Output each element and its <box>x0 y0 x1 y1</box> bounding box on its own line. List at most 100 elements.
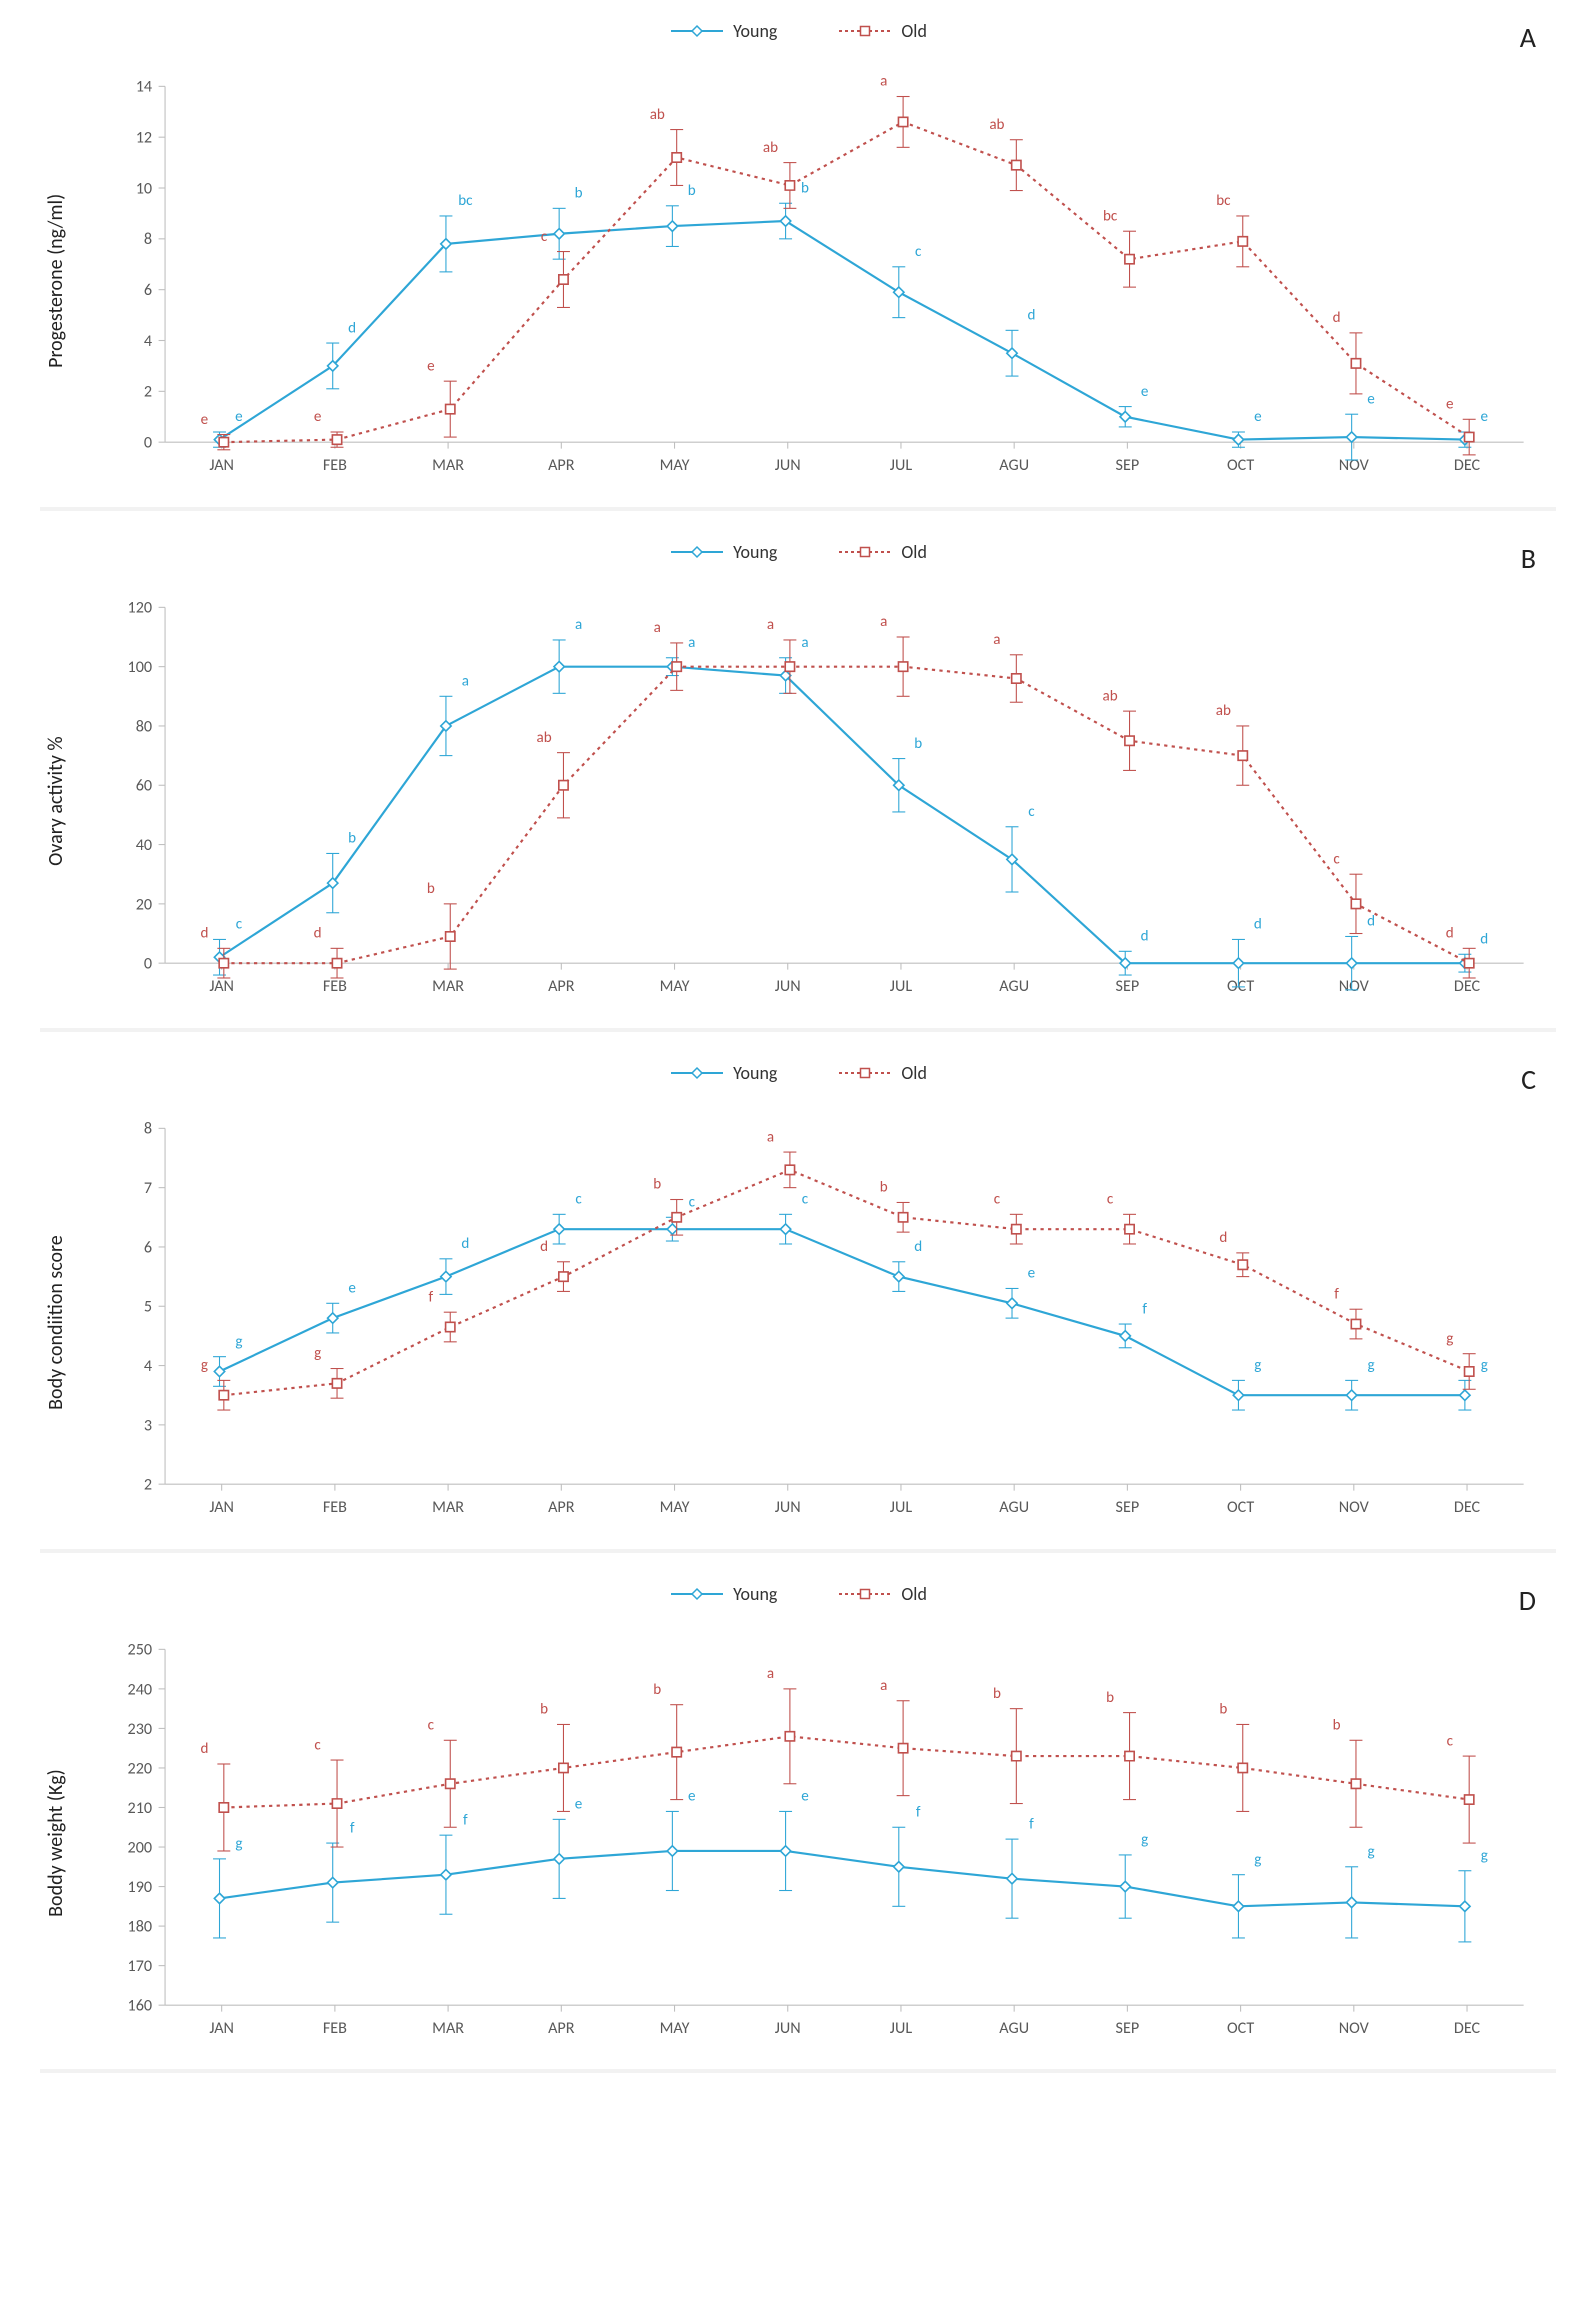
series-line <box>220 1851 1465 1906</box>
xtick-label: JUL <box>890 1498 913 1517</box>
data-marker <box>667 1845 677 1855</box>
data-marker <box>554 661 564 671</box>
sig-letter: d <box>1219 1229 1227 1247</box>
sig-letter: e <box>1481 408 1489 426</box>
ytick-label: 120 <box>128 599 153 618</box>
xtick-label: JAN <box>209 977 234 996</box>
sig-letter: g <box>1254 1850 1261 1868</box>
sig-letter: a <box>654 619 661 637</box>
sig-letter: f <box>350 1819 355 1837</box>
data-marker <box>1012 1224 1021 1233</box>
legend-label: Old <box>901 541 927 563</box>
sig-letter: ab <box>536 729 551 747</box>
data-marker <box>785 1731 794 1740</box>
data-marker <box>1125 1224 1134 1233</box>
data-marker <box>332 958 341 967</box>
data-marker <box>554 1853 564 1863</box>
xtick-label: NOV <box>1339 1498 1370 1517</box>
sig-letter: c <box>575 1190 582 1208</box>
sig-letter: c <box>802 1190 809 1208</box>
sig-letter: e <box>314 408 322 426</box>
sig-letter: f <box>1334 1285 1339 1303</box>
data-marker <box>780 216 790 226</box>
data-marker <box>1351 1779 1360 1788</box>
sig-letter: a <box>688 634 695 652</box>
data-marker <box>672 1747 681 1756</box>
data-marker <box>1238 1763 1247 1772</box>
ytick-label: 20 <box>136 895 152 914</box>
legend-label: Old <box>901 20 927 42</box>
legend: Young Old <box>40 20 1556 46</box>
data-marker <box>1465 958 1474 967</box>
xtick-label: APR <box>548 456 575 475</box>
y-axis-title: Ovary activity % <box>40 575 68 1028</box>
sig-letter: d <box>540 1238 548 1256</box>
sig-letter: g <box>1368 1356 1375 1374</box>
data-marker <box>219 1802 228 1811</box>
data-marker <box>898 1212 907 1221</box>
data-marker <box>1125 255 1134 264</box>
xtick-label: MAR <box>432 2019 464 2038</box>
sig-letter: e <box>1028 1264 1036 1282</box>
panel-letter: C <box>1521 1062 1536 1097</box>
sig-letter: d <box>200 1740 208 1758</box>
xtick-label: JAN <box>209 1498 234 1517</box>
legend-item: Old <box>837 1062 927 1084</box>
sig-letter: f <box>429 1288 434 1306</box>
data-marker <box>1351 1319 1360 1328</box>
ytick-label: 4 <box>144 332 152 351</box>
series-line <box>224 1736 1469 1807</box>
data-marker <box>1012 674 1021 683</box>
xtick-label: JAN <box>209 456 234 475</box>
ytick-label: 6 <box>144 1238 152 1257</box>
panel-letter: B <box>1521 541 1536 576</box>
data-marker <box>898 662 907 671</box>
xtick-label: SEP <box>1116 1498 1140 1517</box>
xtick-label: DEC <box>1454 977 1481 996</box>
xtick-label: JAN <box>209 2019 234 2038</box>
data-marker <box>328 1877 338 1887</box>
ytick-label: 40 <box>136 836 152 855</box>
sig-letter: b <box>880 1178 888 1196</box>
data-marker <box>672 662 681 671</box>
sig-letter: b <box>653 1175 661 1193</box>
xtick-label: JUN <box>775 977 801 996</box>
data-marker <box>1346 1897 1356 1907</box>
data-marker <box>554 229 564 239</box>
data-marker <box>332 435 341 444</box>
data-marker <box>559 1272 568 1281</box>
sig-letter: d <box>348 319 356 337</box>
ytick-label: 6 <box>144 281 152 300</box>
data-marker <box>559 1763 568 1772</box>
ytick-label: 180 <box>128 1917 153 1936</box>
data-marker <box>1120 1330 1130 1340</box>
panel-divider <box>40 2069 1556 2073</box>
ytick-label: 7 <box>144 1179 152 1198</box>
xtick-label: DEC <box>1454 456 1481 475</box>
data-marker <box>219 1390 228 1399</box>
data-marker <box>441 1271 451 1281</box>
data-marker <box>1346 432 1356 442</box>
legend-label: Young <box>733 541 777 563</box>
sig-letter: ab <box>763 139 778 157</box>
ytick-label: 170 <box>128 1957 153 1976</box>
sig-letter: e <box>1446 396 1454 414</box>
sig-letter: d <box>314 924 322 942</box>
sig-letter: b <box>540 1700 548 1718</box>
chart-panel: Young Old D Boddy weight (Kg) 1601701801… <box>40 1583 1556 2074</box>
sig-letter: a <box>880 613 887 631</box>
sig-letter: c <box>1447 1732 1454 1750</box>
legend-label: Young <box>733 20 777 42</box>
sig-letter: b <box>1106 1688 1114 1706</box>
data-marker <box>332 1378 341 1387</box>
data-marker <box>780 1845 790 1855</box>
ytick-label: 220 <box>128 1759 153 1778</box>
series-line <box>220 221 1465 440</box>
sig-letter: b <box>1333 1716 1341 1734</box>
sig-letter: e <box>1367 390 1375 408</box>
series-line <box>224 1170 1469 1395</box>
data-marker <box>1346 1390 1356 1400</box>
xtick-label: MAR <box>432 977 464 996</box>
sig-letter: a <box>462 672 469 690</box>
sig-letter: c <box>1333 850 1340 868</box>
